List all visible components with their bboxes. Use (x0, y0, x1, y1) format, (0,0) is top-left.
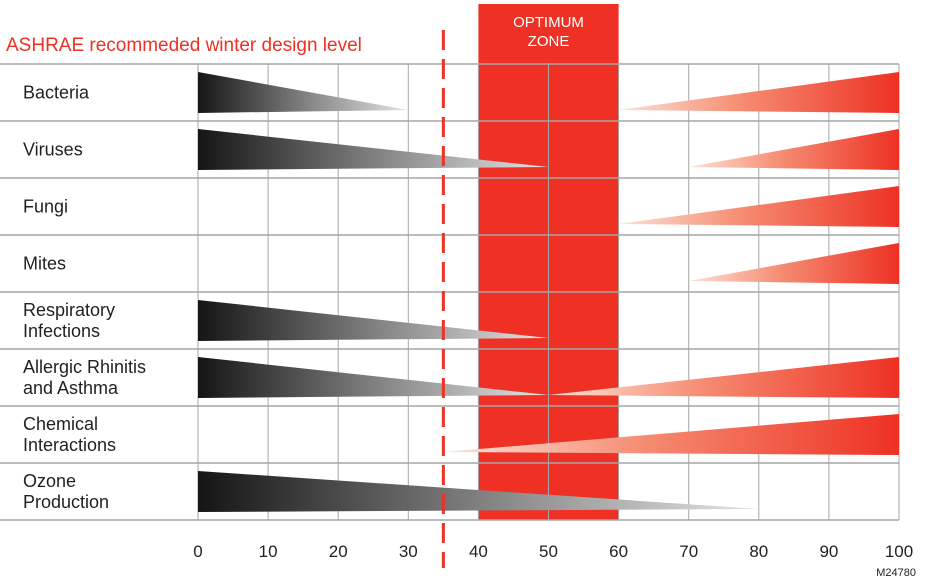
x-tick-label: 10 (259, 542, 278, 561)
row-label: Viruses (23, 140, 83, 160)
x-tick-label: 70 (679, 542, 698, 561)
x-tick-label: 50 (539, 542, 558, 561)
row-label: Fungi (23, 197, 68, 217)
high-humidity-wedge (618, 72, 899, 113)
row-label: Infections (23, 321, 100, 341)
text-layer: OPTIMUM ZONE Bacteria Viruses Fungi Mites Resp… (6, 14, 916, 579)
row-label: Ozone (23, 471, 76, 491)
figure-code: M24780 (876, 567, 916, 579)
bars-layer (198, 72, 899, 512)
x-tick-label: 0 (193, 542, 202, 561)
high-humidity-wedge (688, 243, 899, 284)
row-label: Bacteria (23, 83, 90, 103)
row-label: Interactions (23, 435, 116, 455)
high-humidity-wedge (688, 129, 899, 170)
optimum-zone-label-line2: ZONE (528, 33, 570, 50)
x-tick-label: 80 (749, 542, 768, 561)
row-label: Respiratory (23, 300, 115, 320)
low-humidity-wedge (198, 357, 549, 398)
high-humidity-wedge (618, 186, 899, 227)
optimum-zone-label-line1: OPTIMUM (513, 14, 584, 31)
row-label: Production (23, 492, 109, 512)
low-humidity-wedge (198, 129, 549, 170)
row-label: Mites (23, 254, 66, 274)
low-humidity-wedge (198, 72, 409, 113)
ashrae-reference-label: ASHRAE recommeded winter design level (6, 35, 362, 56)
x-tick-label: 90 (819, 542, 838, 561)
row-label: and Asthma (23, 378, 119, 398)
high-humidity-wedge (548, 357, 899, 398)
x-tick-label: 40 (469, 542, 488, 561)
x-tick-label: 30 (399, 542, 418, 561)
high-humidity-wedge (443, 414, 899, 455)
low-humidity-wedge (198, 471, 759, 512)
x-tick-label: 100 (885, 542, 913, 561)
x-tick-label: 20 (329, 542, 348, 561)
row-label: Allergic Rhinitis (23, 357, 146, 377)
low-humidity-wedge (198, 300, 549, 341)
row-label: Chemical (23, 414, 98, 434)
x-tick-label: 60 (609, 542, 628, 561)
